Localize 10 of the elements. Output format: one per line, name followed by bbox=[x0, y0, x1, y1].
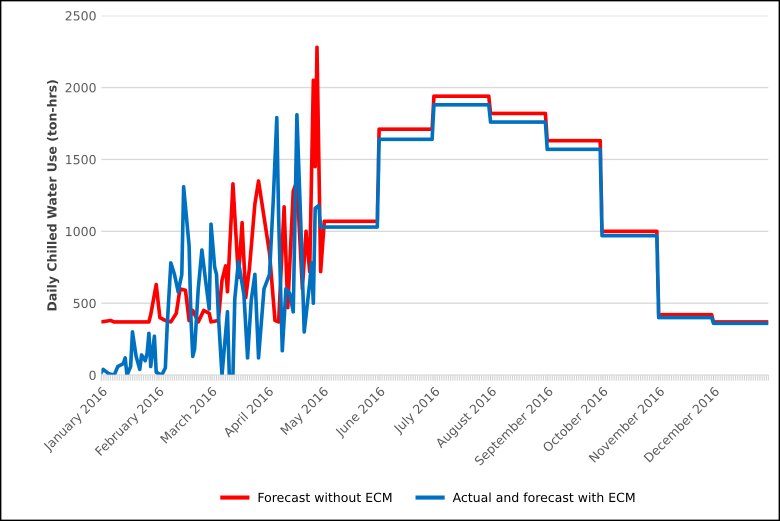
line-series bbox=[101, 102, 768, 376]
y-tick-label: 2000 bbox=[66, 83, 96, 92]
y-axis-title: Daily Chilled Water Use (ton-hrs) bbox=[46, 80, 60, 310]
legend-label: Actual and forecast with ECM bbox=[452, 492, 634, 502]
y-tick-label: 0 bbox=[89, 370, 96, 380]
y-tick-label: 1500 bbox=[66, 154, 96, 164]
y-tick-label: 500 bbox=[74, 298, 96, 308]
y-tick-label: 1000 bbox=[66, 226, 96, 236]
y-tick-label: 2500 bbox=[66, 11, 96, 21]
legend-label: Forecast without ECM bbox=[258, 492, 392, 502]
